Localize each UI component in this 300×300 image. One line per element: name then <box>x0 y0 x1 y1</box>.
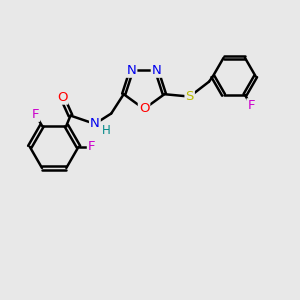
Text: O: O <box>57 91 68 104</box>
Text: F: F <box>88 140 95 153</box>
Text: N: N <box>127 64 136 77</box>
Text: H: H <box>102 124 110 137</box>
Text: N: N <box>152 64 161 77</box>
Text: S: S <box>185 90 194 103</box>
Text: F: F <box>32 108 39 121</box>
Text: F: F <box>248 99 255 112</box>
Text: O: O <box>139 103 149 116</box>
Text: N: N <box>90 117 100 130</box>
